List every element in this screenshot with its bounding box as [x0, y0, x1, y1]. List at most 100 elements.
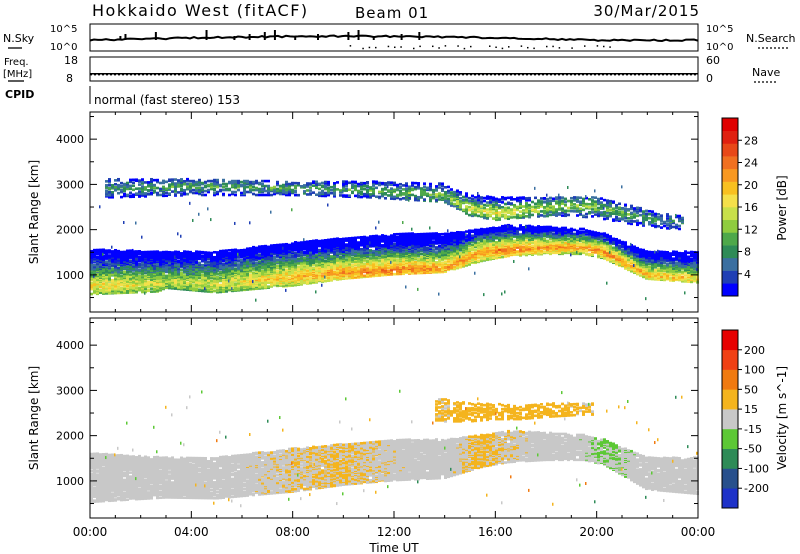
heatmap-cell — [210, 264, 213, 268]
heatmap-cell — [267, 179, 270, 183]
heatmap-cell — [189, 179, 192, 183]
heatmap-cell — [90, 265, 93, 269]
heatmap-cell — [141, 178, 144, 181]
heatmap-cell — [177, 267, 180, 271]
heatmap-cell — [219, 270, 222, 274]
heatmap-cell — [222, 270, 225, 274]
heatmap-cell — [168, 261, 171, 265]
heatmap-cell — [132, 193, 135, 197]
heatmap-cell — [330, 185, 333, 189]
heatmap-cell — [213, 255, 216, 259]
heatmap-cell — [147, 181, 150, 184]
heatmap-cell — [276, 187, 279, 191]
heatmap-cell — [396, 258, 399, 262]
heatmap-cell — [126, 185, 129, 189]
heatmap-cell — [141, 280, 144, 284]
heatmap-cell — [111, 184, 114, 187]
heatmap-cell — [192, 183, 195, 187]
heatmap-cell — [141, 285, 144, 289]
heatmap-cell — [444, 260, 447, 264]
heatmap-cell — [429, 182, 432, 186]
heatmap-cell — [210, 187, 213, 191]
heatmap-cell — [444, 190, 447, 194]
heatmap-cell — [312, 266, 315, 270]
heatmap-cell — [210, 276, 213, 280]
heatmap-cell — [393, 272, 396, 276]
heatmap-cell — [249, 261, 252, 264]
heatmap-cell — [153, 190, 155, 194]
heatmap-cell — [135, 255, 138, 258]
heatmap-cell — [195, 180, 198, 184]
heatmap-cell — [204, 287, 206, 291]
heatmap-cell — [108, 261, 111, 264]
heatmap-cell — [369, 241, 371, 245]
heatmap-cell — [195, 182, 198, 186]
heatmap-cell — [180, 285, 183, 289]
heatmap-cell — [141, 180, 144, 183]
heatmap-cell — [195, 256, 198, 259]
heatmap-cell — [369, 249, 372, 252]
heatmap-cell — [324, 180, 327, 184]
heatmap-cell — [180, 271, 183, 275]
heatmap-cell — [258, 193, 261, 197]
heatmap-cell — [447, 189, 450, 193]
heatmap-cell — [105, 251, 108, 254]
heatmap-cell — [168, 283, 171, 287]
heatmap-cell — [252, 275, 255, 279]
heatmap-cell — [159, 193, 162, 197]
heatmap-cell — [135, 221, 137, 225]
heatmap-cell — [246, 288, 249, 291]
heatmap-cell — [285, 268, 288, 272]
heatmap-cell — [324, 275, 326, 279]
heatmap-cell — [219, 283, 222, 287]
heatmap-cell — [117, 269, 120, 273]
heatmap-cell — [183, 188, 186, 192]
heatmap-cell — [153, 250, 156, 254]
heatmap-cell — [162, 250, 165, 254]
heatmap-cell — [96, 248, 99, 252]
heatmap-cell — [144, 262, 147, 266]
heatmap-cell — [114, 188, 117, 191]
heatmap-cell — [420, 187, 423, 190]
heatmap-cell — [120, 276, 123, 280]
heatmap-cell — [162, 179, 165, 183]
heatmap-cell — [165, 280, 168, 284]
heatmap-cell — [186, 182, 189, 186]
heatmap-cell — [207, 188, 210, 192]
heatmap-cell — [129, 178, 132, 182]
heatmap-cell — [129, 252, 132, 255]
heatmap-cell — [237, 179, 240, 183]
heatmap-cell — [147, 250, 150, 254]
heatmap-cell — [243, 185, 246, 189]
heatmap-cell — [288, 243, 291, 247]
heatmap-cell — [144, 274, 147, 278]
heatmap-cell — [303, 256, 306, 260]
heatmap-cell — [93, 263, 96, 267]
heatmap-cell — [435, 232, 438, 235]
heatmap-cell — [138, 253, 141, 256]
heatmap-cell — [345, 187, 348, 190]
heatmap-cell — [423, 188, 426, 191]
heatmap-cell — [435, 261, 438, 264]
heatmap-cell — [105, 282, 108, 285]
heatmap-cell — [318, 248, 321, 252]
heatmap-cell — [174, 182, 177, 185]
heatmap-cell — [231, 179, 234, 183]
heatmap-cell — [108, 193, 111, 197]
heatmap-cell — [99, 259, 102, 263]
heatmap-cell — [378, 220, 380, 224]
heatmap-cell — [360, 195, 363, 199]
heatmap-cell — [396, 193, 399, 197]
heatmap-cell — [132, 178, 135, 182]
heatmap-cell — [252, 261, 255, 265]
heatmap-cell — [213, 182, 216, 186]
heatmap-cell — [141, 290, 144, 294]
heatmap-cell — [216, 260, 219, 263]
heatmap-cell — [108, 254, 111, 257]
heatmap-cell — [210, 272, 213, 276]
heatmap-cell — [129, 273, 132, 276]
heatmap-cell — [375, 186, 378, 190]
heatmap-cell — [231, 190, 234, 194]
heatmap-cell — [117, 291, 120, 295]
heatmap-cell — [183, 179, 186, 183]
